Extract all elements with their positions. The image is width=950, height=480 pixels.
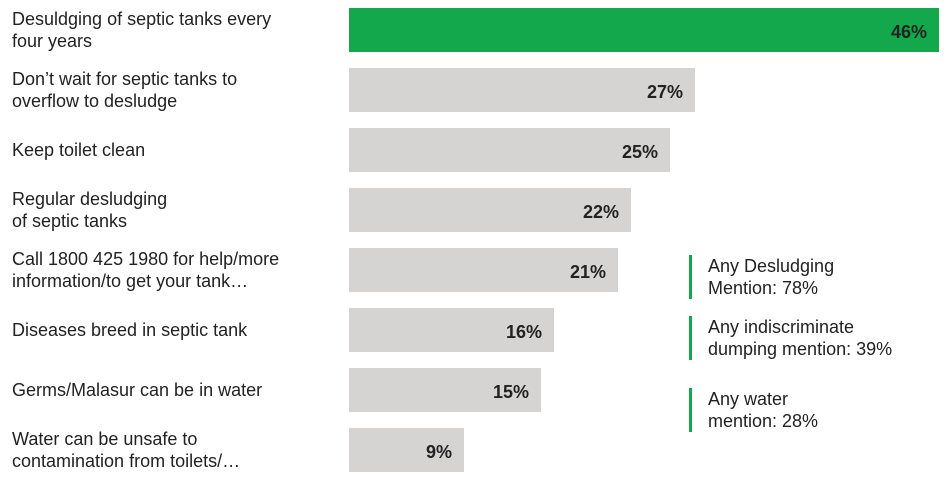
bar-value-label: 25% [621,142,658,162]
bar [349,368,541,412]
category-label: Desuldging of septic tanks every four ye… [12,9,272,51]
category-label: Water can be unsafe to contamination fro… [12,429,241,471]
bar-value-label: 15% [492,382,529,402]
bar-value-label: 22% [582,202,619,222]
bar [349,68,695,112]
bar [349,308,554,352]
category-label: Regular desludging of septic tanks [12,189,168,231]
category-label: Germs/Malasur can be in water [12,380,263,400]
annotation-dumping: Any indiscriminate dumping mention: 39% [689,316,892,360]
annotation-water: Any water mention: 28% [689,388,818,432]
category-label: Keep toilet clean [12,140,146,160]
bar-value-label: 16% [505,322,542,342]
category-label: Diseases breed in septic tank [12,320,248,340]
bar-value-label: 27% [646,82,683,102]
bar [349,8,939,52]
bar [349,128,670,172]
annotation-desludging: Any Desludging Mention: 78% [689,255,834,299]
bar-value-label: 21% [569,262,606,282]
bar-value-label: 9% [425,442,452,462]
category-label: Don’t wait for septic tanks to overflow … [12,69,238,111]
bar-value-label: 46% [890,22,927,42]
bar [349,248,618,292]
category-label: Call 1800 425 1980 for help/more informa… [12,249,280,291]
bar [349,188,631,232]
bar [349,428,464,472]
